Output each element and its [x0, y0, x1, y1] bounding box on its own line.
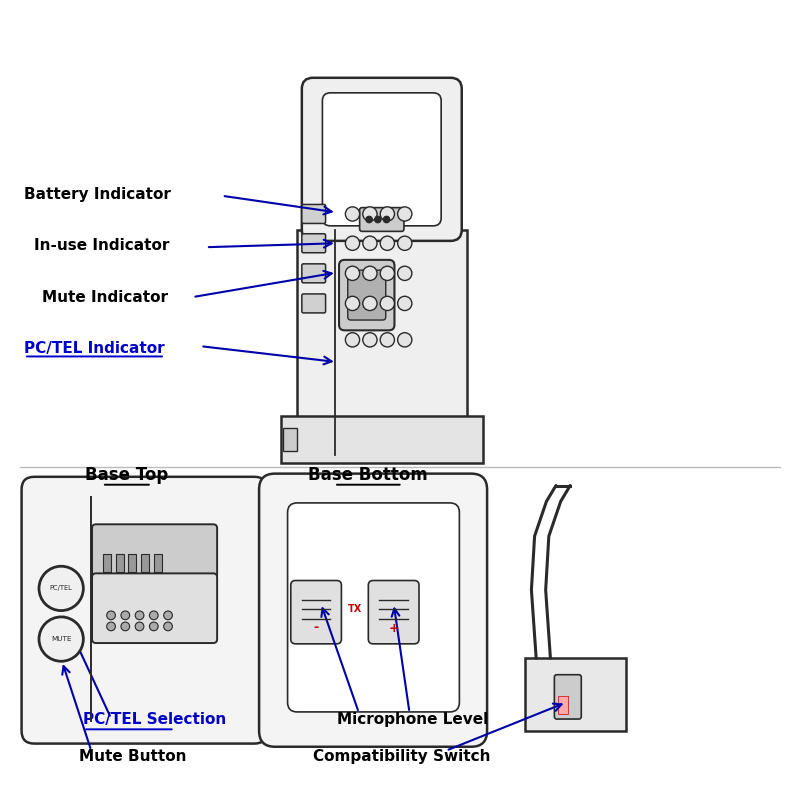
Text: Base Bottom: Base Bottom	[309, 466, 428, 484]
FancyBboxPatch shape	[348, 270, 386, 320]
Circle shape	[398, 266, 412, 281]
Circle shape	[398, 333, 412, 347]
FancyBboxPatch shape	[554, 674, 582, 719]
Bar	[282, 416, 483, 463]
Circle shape	[380, 266, 394, 281]
Circle shape	[346, 296, 360, 310]
FancyBboxPatch shape	[322, 93, 441, 226]
Circle shape	[362, 296, 377, 310]
FancyBboxPatch shape	[339, 260, 394, 330]
Circle shape	[398, 296, 412, 310]
FancyBboxPatch shape	[302, 234, 326, 253]
Circle shape	[346, 207, 360, 221]
Circle shape	[106, 611, 115, 620]
Bar	[327, 173, 437, 230]
Text: Mute Indicator: Mute Indicator	[42, 290, 168, 305]
Bar	[116, 554, 124, 572]
Text: PC/TEL: PC/TEL	[50, 586, 73, 591]
Text: -: -	[314, 622, 318, 634]
Text: +: +	[388, 622, 399, 634]
Text: PC/TEL Indicator: PC/TEL Indicator	[24, 341, 165, 356]
FancyBboxPatch shape	[22, 477, 267, 743]
Circle shape	[346, 236, 360, 250]
Circle shape	[380, 236, 394, 250]
Circle shape	[106, 622, 115, 630]
Circle shape	[374, 216, 381, 222]
Text: In-use Indicator: In-use Indicator	[34, 238, 170, 253]
Bar	[129, 554, 136, 572]
FancyBboxPatch shape	[302, 294, 326, 313]
FancyBboxPatch shape	[302, 205, 326, 223]
Text: Compatibility Switch: Compatibility Switch	[313, 749, 490, 764]
Circle shape	[366, 216, 372, 222]
Circle shape	[380, 207, 394, 221]
Circle shape	[135, 611, 144, 620]
Circle shape	[398, 207, 412, 221]
FancyBboxPatch shape	[287, 503, 459, 712]
FancyBboxPatch shape	[368, 581, 419, 644]
Circle shape	[164, 622, 172, 630]
FancyBboxPatch shape	[290, 581, 342, 644]
Circle shape	[362, 236, 377, 250]
Circle shape	[362, 333, 377, 347]
Bar	[141, 554, 149, 572]
Text: Base Top: Base Top	[86, 466, 169, 484]
Circle shape	[398, 236, 412, 250]
Circle shape	[121, 622, 130, 630]
Bar	[154, 554, 162, 572]
FancyBboxPatch shape	[302, 264, 326, 283]
Text: Battery Indicator: Battery Indicator	[24, 186, 171, 202]
Circle shape	[362, 207, 377, 221]
Bar	[525, 658, 626, 731]
Bar	[558, 696, 568, 714]
Circle shape	[346, 266, 360, 281]
Bar	[283, 428, 297, 451]
Bar	[103, 554, 111, 572]
FancyBboxPatch shape	[297, 230, 467, 455]
Circle shape	[380, 296, 394, 310]
Circle shape	[346, 333, 360, 347]
Circle shape	[164, 611, 172, 620]
FancyBboxPatch shape	[360, 208, 404, 231]
Circle shape	[362, 266, 377, 281]
Text: MUTE: MUTE	[51, 636, 71, 642]
Circle shape	[39, 617, 83, 662]
FancyBboxPatch shape	[92, 574, 217, 643]
Circle shape	[150, 622, 158, 630]
FancyBboxPatch shape	[92, 524, 217, 578]
Text: PC/TEL Selection: PC/TEL Selection	[83, 712, 226, 727]
Text: Mute Button: Mute Button	[79, 749, 187, 764]
Circle shape	[380, 333, 394, 347]
FancyBboxPatch shape	[302, 78, 462, 241]
Circle shape	[39, 566, 83, 610]
Circle shape	[135, 622, 144, 630]
Text: Microphone Level: Microphone Level	[337, 712, 488, 727]
Circle shape	[150, 611, 158, 620]
Circle shape	[121, 611, 130, 620]
Text: TX: TX	[348, 604, 362, 614]
FancyBboxPatch shape	[259, 474, 487, 746]
Circle shape	[383, 216, 390, 222]
